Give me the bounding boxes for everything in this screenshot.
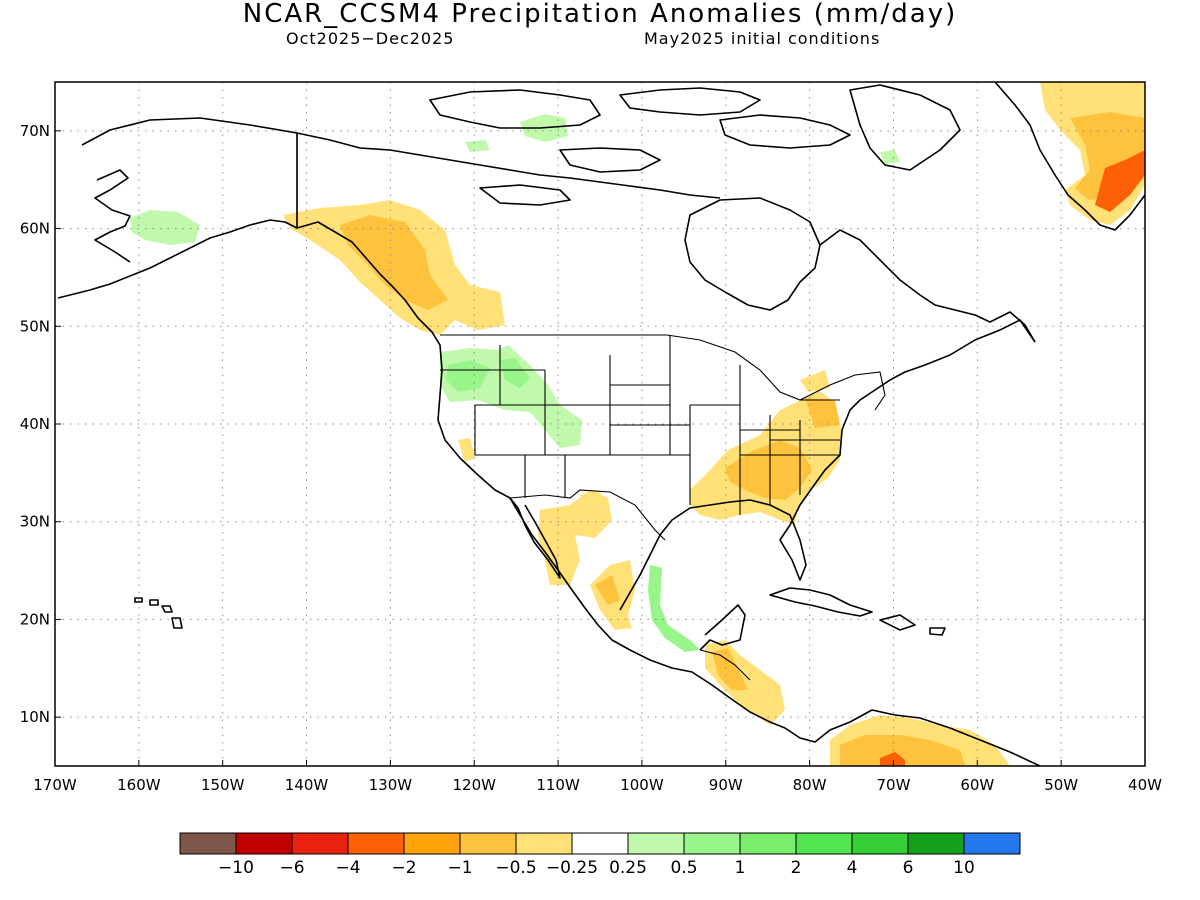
anomaly-dry-lake-erie (800, 370, 830, 392)
legend-label: −4 (335, 858, 360, 878)
lon-tick-label: 110W (536, 776, 580, 794)
coastline-alaska (57, 117, 298, 299)
legend-swatch (795, 832, 853, 855)
forecast-period: Oct2025−Dec2025 (286, 29, 455, 48)
anomaly-dry-california (458, 438, 475, 462)
anomaly-verydry-south-america (880, 752, 905, 766)
lon-tick-label: 90W (709, 776, 743, 794)
border-mexico-guatemala (699, 649, 751, 681)
legend-label: −1 (447, 858, 472, 878)
anomaly-dry-texas (580, 490, 608, 512)
legend-label: −0.5 (495, 858, 536, 878)
lon-tick-label: 140W (285, 776, 329, 794)
anomaly-moddry-bc (340, 215, 448, 310)
coastline-greenland (994, 82, 1145, 231)
longitude-axis: 170W 160W 150W 140W 130W 120W 110W 100W 90W 80W 70… (33, 760, 1162, 794)
legend-label: −10 (218, 858, 254, 878)
anomaly-moddry-central-america (712, 648, 748, 690)
legend-swatch (683, 832, 741, 855)
colorbar-legend: −10 −6 −4 −2 −1 −0.5 −0.25 0.25 0.5 1 2 4 6 10 (179, 832, 1021, 878)
anomaly-wetter-pacific-nw (446, 358, 530, 392)
legend-label: 0.25 (609, 858, 647, 878)
coastline-baja-mexico-pacific (509, 497, 1041, 766)
anomaly-moddry-greenland (1070, 112, 1145, 200)
coastline-hawaii (134, 597, 183, 629)
legend-swatch (291, 832, 349, 855)
lon-tick-label: 100W (620, 776, 664, 794)
legend-swatch (627, 832, 685, 855)
legend-swatch (403, 832, 461, 855)
legend-swatch (963, 832, 1021, 855)
anomaly-wet-arctic (465, 114, 900, 164)
lon-tick-label: 160W (117, 776, 161, 794)
border-us-canada (440, 334, 886, 411)
legend-swatch (235, 832, 293, 855)
us-state-lines (440, 335, 840, 515)
legend-label: 0.5 (670, 858, 697, 878)
legend-swatch (515, 832, 573, 855)
chart-title: NCAR_CCSM4 Precipitation Anomalies (mm/d… (242, 0, 958, 29)
lat-tick-label: 10N (20, 708, 50, 726)
lon-tick-label: 50W (1044, 776, 1078, 794)
lon-tick-label: 80W (793, 776, 827, 794)
initial-conditions: May2025 initial conditions (644, 29, 881, 48)
lon-tick-label: 120W (452, 776, 496, 794)
coastline-canada-east (819, 229, 1036, 343)
lon-tick-label: 70W (877, 776, 911, 794)
legend-label: 4 (847, 858, 858, 878)
lon-tick-label: 130W (369, 776, 413, 794)
lon-tick-label: 150W (201, 776, 245, 794)
lat-tick-label: 30N (20, 513, 50, 531)
anomaly-wet-east-mexico (648, 565, 700, 652)
border-us-mexico (509, 489, 666, 541)
ocean-background (55, 82, 1145, 766)
lat-tick-label: 50N (20, 317, 50, 335)
lon-tick-label: 60W (960, 776, 994, 794)
lon-tick-label: 40W (1128, 776, 1162, 794)
latitude-axis: 70N 60N 50N 40N 30N 20N 10N (20, 122, 61, 726)
anomaly-dry-appalachia (805, 398, 840, 428)
lat-tick-label: 60N (20, 220, 50, 238)
anomaly-wet-west-alaska (130, 210, 200, 245)
legend-label: 2 (791, 858, 802, 878)
legend-label: −6 (279, 858, 304, 878)
lat-tick-label: 40N (20, 415, 50, 433)
lon-tick-label: 170W (33, 776, 77, 794)
political-borders (296, 133, 886, 681)
legend-swatch (459, 832, 517, 855)
coastline-gulf-of-mexico (619, 319, 1036, 651)
legend-swatch (739, 832, 797, 855)
map-plot-area (55, 82, 1145, 766)
coastline-cuba-caribbean (769, 587, 946, 636)
legend-swatch (851, 832, 909, 855)
anomaly-verydry-greenland (1095, 150, 1145, 212)
coastline-baja-peninsula (509, 497, 561, 579)
coastline-arctic-mainland (296, 132, 721, 199)
anomaly-moddry-central-mexico (595, 575, 620, 605)
legend-swatch (907, 832, 965, 855)
coastline-hudson-bay (684, 197, 821, 311)
lat-tick-label: 70N (20, 122, 50, 140)
lat-tick-label: 20N (20, 610, 50, 628)
legend-swatch (571, 832, 629, 855)
anomaly-moddry-south-america (840, 735, 965, 766)
legend-swatch (347, 832, 405, 855)
legend-label: −2 (391, 858, 416, 878)
coastlines (57, 82, 1145, 766)
coastline-arctic-islands (429, 84, 961, 206)
graticule (55, 82, 1145, 766)
legend-swatch (179, 832, 237, 855)
legend-label: −0.25 (546, 858, 598, 878)
legend-label: 10 (953, 858, 975, 878)
coastline-bc-pacific-nw (296, 221, 511, 499)
legend-label: 1 (735, 858, 746, 878)
legend-label: 6 (903, 858, 914, 878)
